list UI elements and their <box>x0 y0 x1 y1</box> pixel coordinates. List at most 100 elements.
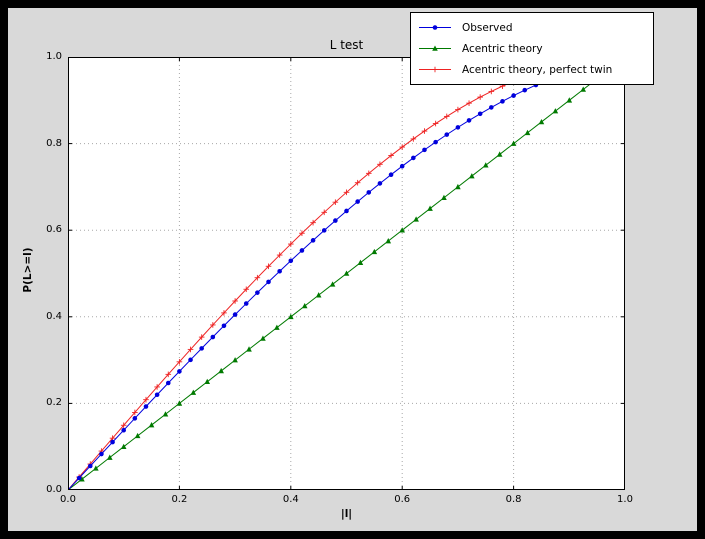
data-point-circle <box>232 312 238 317</box>
data-point-triangle <box>441 194 447 201</box>
data-point-circle <box>422 147 427 153</box>
data-point-triangle <box>469 173 475 179</box>
x-tick-label: 0.6 <box>394 494 411 505</box>
data-point-triangle <box>274 324 280 330</box>
data-point-circle <box>121 427 126 433</box>
series-acentric-theory-perfect-twin <box>68 63 561 490</box>
legend-item: Acentric theory, perfect twin <box>417 61 647 78</box>
data-point-triangle <box>357 259 364 265</box>
series-line <box>68 65 559 490</box>
data-point-triangle <box>232 357 238 363</box>
data-point-triangle <box>288 313 294 320</box>
data-point-circle <box>188 357 193 363</box>
data-point-circle <box>433 139 438 145</box>
series-line <box>68 67 612 490</box>
series-line <box>68 79 548 490</box>
x-tick-label: 0.2 <box>171 494 188 505</box>
data-point-circle <box>76 475 82 481</box>
series-acentric-theory <box>68 64 614 490</box>
data-point-triangle <box>385 238 392 244</box>
data-point-circle <box>477 111 483 117</box>
data-point-triangle <box>134 432 141 439</box>
data-point-circle <box>110 439 115 445</box>
data-point-triangle <box>176 400 183 406</box>
chart-title: L test <box>329 38 364 52</box>
series-observed <box>68 77 550 490</box>
data-point-circle <box>366 190 372 195</box>
data-point-circle <box>432 25 438 30</box>
y-axis-label: P(L>=l) <box>22 247 34 293</box>
x-axis-label: |l| <box>340 508 353 520</box>
data-point-circle <box>177 369 182 374</box>
data-point-circle <box>199 346 204 351</box>
x-tick-label: 1.0 <box>617 494 633 505</box>
data-point-triangle <box>482 162 489 168</box>
figure-canvas: L test 0.0 0.2 0.4 0.6 0.8 1.0 0.0 0.2 0.4 0.6 0.… <box>8 8 697 531</box>
legend-label: Acentric theory, perfect twin <box>462 63 613 76</box>
legend-item: Acentric theory <box>417 40 647 57</box>
data-point-triangle <box>106 454 113 460</box>
data-point-circle <box>355 199 360 204</box>
data-point-circle <box>411 155 416 161</box>
data-point-circle <box>388 172 394 177</box>
data-point-triangle <box>371 248 378 255</box>
data-point-triangle <box>120 443 127 449</box>
data-point-circle <box>489 105 494 110</box>
data-point-circle <box>377 181 383 186</box>
x-tick-label: 0.4 <box>282 494 299 505</box>
data-point-triangle <box>148 422 155 428</box>
y-tick-label: 1.0 <box>46 51 62 62</box>
data-point-circle <box>321 228 327 233</box>
data-point-triangle <box>552 108 559 114</box>
data-point-circle <box>132 416 138 421</box>
data-point-circle <box>277 268 282 274</box>
x-tick-label: 0.8 <box>505 494 522 505</box>
data-point-triangle <box>260 335 266 341</box>
data-point-circle <box>344 208 349 214</box>
data-point-triangle <box>301 302 308 309</box>
data-point-circle <box>511 93 516 98</box>
data-point-circle <box>255 290 260 295</box>
legend-line-sample <box>419 66 451 73</box>
data-point-triangle <box>79 476 85 482</box>
data-point-circle <box>288 258 294 264</box>
data-point-triangle <box>246 346 252 352</box>
data-point-circle <box>455 125 461 130</box>
y-tick-label: 0.6 <box>46 224 62 236</box>
data-point-circle <box>399 163 405 169</box>
data-point-triangle <box>538 118 545 125</box>
legend-line-sample <box>419 25 451 30</box>
data-point-circle <box>299 248 305 253</box>
data-point-triangle <box>510 140 517 146</box>
data-point-triangle <box>580 86 587 92</box>
data-point-triangle <box>524 129 531 136</box>
data-point-triangle <box>218 367 224 374</box>
data-point-triangle <box>204 378 211 385</box>
data-point-triangle <box>343 270 350 276</box>
legend: Observed Acentric theory Acentric theory, … <box>410 12 654 85</box>
data-point-circle <box>444 132 450 137</box>
legend-label: Acentric theory <box>462 42 543 55</box>
y-tick-label: 0.8 <box>46 137 62 149</box>
data-point-triangle <box>190 389 197 395</box>
y-tick-label: 0.4 <box>46 310 62 322</box>
data-point-circle <box>221 323 227 329</box>
data-point-triangle <box>315 292 322 298</box>
legend-label: Observed <box>462 21 513 34</box>
data-point-triangle <box>413 216 419 222</box>
data-point-triangle <box>455 183 461 190</box>
data-point-circle <box>143 404 149 409</box>
y-tick-label: 0.2 <box>46 397 62 409</box>
data-point-circle <box>466 118 472 123</box>
data-point-triangle <box>432 45 438 51</box>
data-point-triangle <box>93 465 99 471</box>
data-point-circle <box>522 87 528 93</box>
data-point-triangle <box>566 97 573 103</box>
data-point-circle <box>310 238 316 243</box>
data-point-circle <box>99 451 104 457</box>
legend-item: Observed <box>417 19 647 36</box>
plot-area <box>68 57 625 490</box>
data-point-circle <box>165 380 171 386</box>
data-point-triangle <box>427 205 433 211</box>
legend-line-sample <box>419 45 451 51</box>
